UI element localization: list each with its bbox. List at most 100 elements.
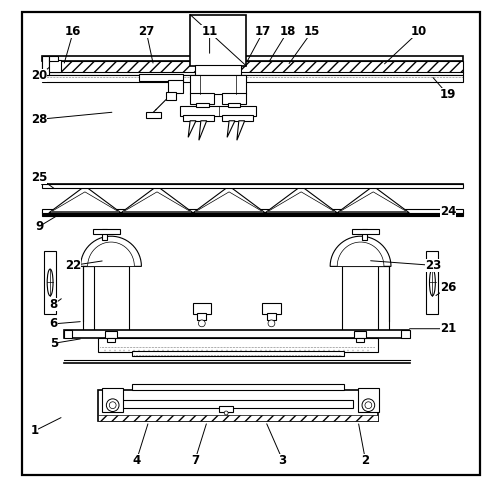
Circle shape [364, 402, 371, 409]
Polygon shape [195, 192, 262, 211]
Bar [83, 266, 94, 332]
Text: 16: 16 [65, 25, 81, 38]
Bar [42, 212, 462, 216]
Bar [190, 75, 245, 94]
Bar [97, 415, 377, 421]
Text: 10: 10 [410, 25, 426, 38]
Text: 4: 4 [132, 454, 140, 467]
Bar [192, 303, 210, 314]
Bar [107, 338, 115, 342]
Bar [194, 65, 241, 75]
Bar [42, 72, 462, 75]
Bar [190, 93, 214, 104]
Bar [219, 406, 232, 412]
Bar [190, 15, 245, 66]
Bar [146, 112, 161, 118]
Text: 8: 8 [50, 298, 58, 311]
Bar [105, 331, 117, 338]
Bar [64, 330, 72, 338]
Circle shape [106, 399, 119, 412]
Text: 1: 1 [30, 425, 38, 437]
Polygon shape [193, 186, 265, 213]
Polygon shape [124, 192, 190, 211]
Text: 3: 3 [278, 454, 286, 467]
Polygon shape [52, 192, 118, 211]
Bar [227, 103, 240, 107]
Bar [42, 56, 49, 75]
Bar [377, 266, 388, 332]
Circle shape [361, 399, 374, 412]
Bar [42, 61, 462, 73]
Bar [131, 384, 343, 390]
Bar [102, 229, 107, 240]
Bar [64, 330, 408, 338]
Bar [342, 266, 378, 332]
Bar [42, 184, 462, 188]
Bar [197, 313, 206, 320]
Text: 22: 22 [65, 259, 81, 272]
Text: 20: 20 [31, 69, 47, 82]
Bar [139, 74, 182, 81]
Text: 5: 5 [50, 337, 58, 350]
Polygon shape [268, 192, 334, 211]
Bar [361, 229, 366, 240]
Bar [165, 92, 175, 100]
Bar [180, 106, 256, 116]
Text: 7: 7 [190, 454, 199, 467]
Polygon shape [88, 242, 134, 266]
Ellipse shape [47, 269, 53, 296]
Polygon shape [265, 186, 337, 213]
Text: 25: 25 [31, 171, 47, 184]
Polygon shape [49, 186, 121, 213]
Text: 24: 24 [439, 206, 455, 218]
Bar [42, 75, 462, 82]
Bar [42, 56, 462, 61]
Polygon shape [80, 236, 141, 266]
Text: 6: 6 [50, 318, 58, 330]
Polygon shape [188, 121, 195, 137]
Polygon shape [330, 236, 390, 266]
Bar [131, 351, 343, 356]
Bar [93, 229, 119, 234]
Bar [425, 251, 437, 314]
Ellipse shape [429, 269, 434, 296]
Text: 27: 27 [138, 25, 154, 38]
Bar [97, 390, 377, 421]
Polygon shape [337, 186, 408, 213]
Text: 17: 17 [255, 25, 271, 38]
Bar [122, 400, 353, 408]
Text: 28: 28 [31, 113, 47, 126]
Text: 21: 21 [439, 322, 455, 335]
Text: 23: 23 [425, 259, 441, 272]
Bar [221, 93, 245, 104]
Polygon shape [337, 242, 383, 266]
Circle shape [109, 402, 116, 409]
Circle shape [268, 320, 275, 327]
Text: 2: 2 [361, 454, 369, 467]
Text: 9: 9 [35, 220, 43, 233]
Bar [262, 303, 280, 314]
Polygon shape [121, 186, 193, 213]
Polygon shape [198, 121, 206, 140]
Polygon shape [340, 192, 405, 211]
Circle shape [224, 411, 227, 415]
Bar [267, 313, 275, 320]
Bar [97, 338, 377, 352]
Bar [182, 115, 214, 121]
Text: 26: 26 [439, 281, 455, 294]
Bar [221, 115, 253, 121]
Bar [400, 330, 409, 338]
Text: 19: 19 [439, 89, 455, 101]
Bar [102, 388, 123, 412]
Bar [49, 56, 58, 61]
Bar [44, 251, 56, 314]
Bar [168, 80, 182, 93]
Bar [352, 229, 378, 234]
Bar [357, 388, 378, 412]
Text: 11: 11 [201, 25, 217, 38]
Bar [42, 209, 462, 213]
Bar [354, 331, 366, 338]
Bar [356, 338, 364, 342]
Bar [196, 103, 208, 107]
Text: 18: 18 [279, 25, 295, 38]
